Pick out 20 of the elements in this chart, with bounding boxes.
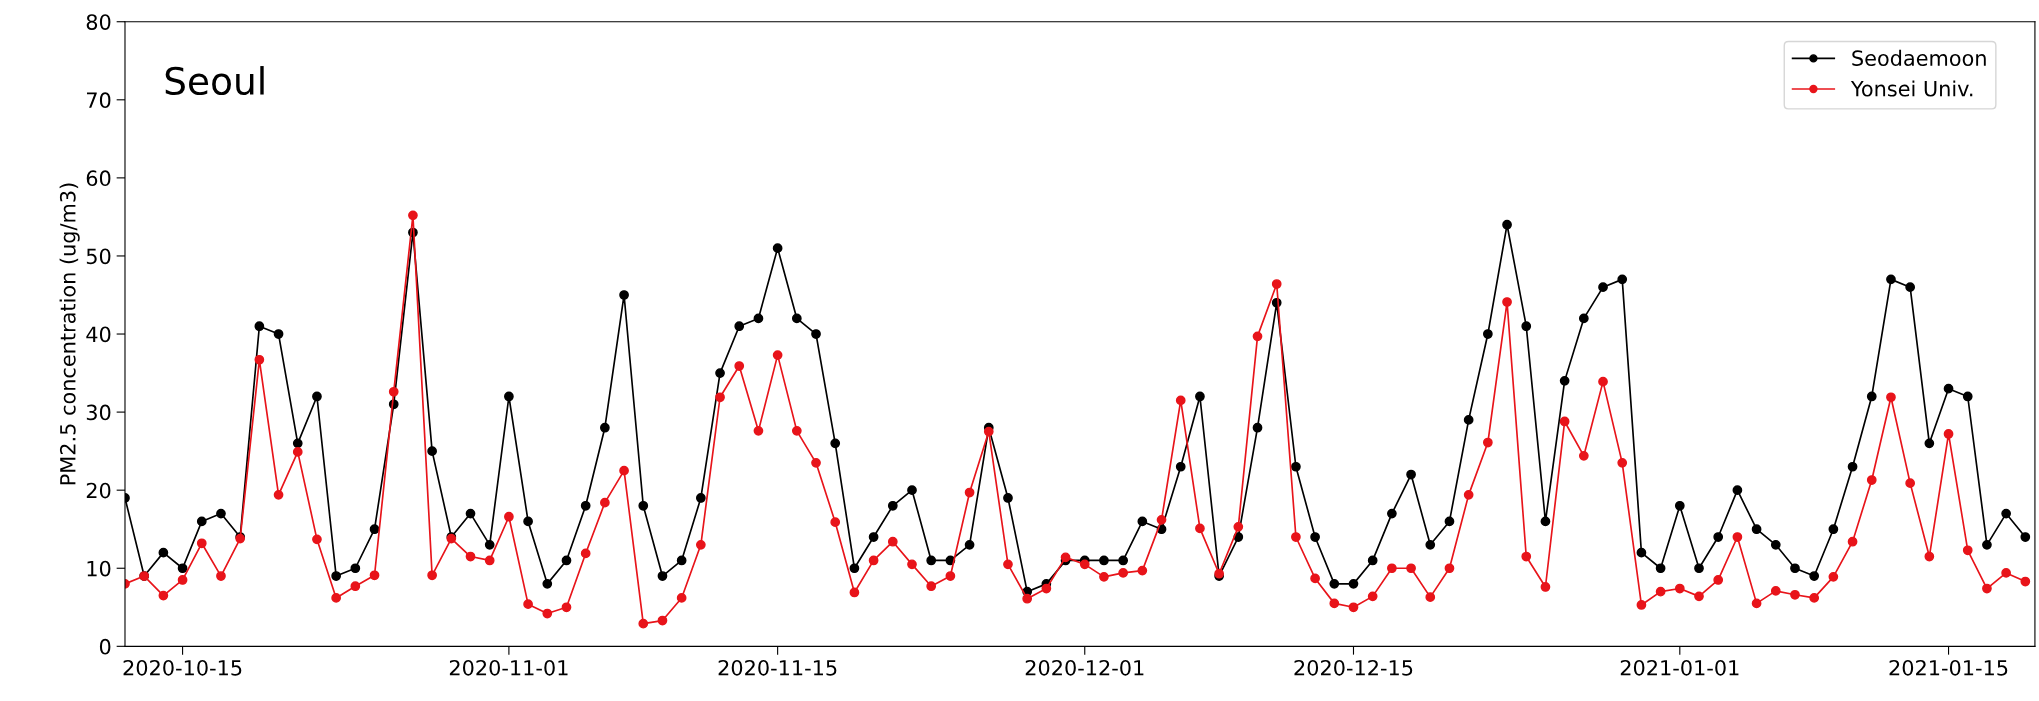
annotation: Seoul	[165, 66, 264, 96]
y-tick-label: 0	[99, 638, 111, 655]
y-tick-label: 40	[86, 326, 111, 343]
x-tick-label: 2020-12-01	[1025, 659, 1144, 676]
y-tick-label: 20	[86, 482, 111, 499]
y-tick-label: 70	[86, 92, 111, 109]
legend-label: Seodaemoon	[1852, 49, 1986, 66]
x-tick-label: 2021-01-15	[1889, 659, 2008, 676]
y-tick-label: 80	[86, 14, 111, 30]
y-tick-label: 10	[87, 560, 111, 577]
x-tick-label: 2020-12-15	[1294, 659, 1413, 676]
x-tick-label: 2020-11-15	[718, 659, 837, 676]
y-tick-label: 30	[86, 404, 111, 421]
legend-label: Yonsei Univ.	[1850, 80, 1973, 97]
x-tick-label: 2020-11-01	[449, 659, 568, 676]
y-tick-label: 50	[86, 248, 111, 265]
x-tick-label: 2020-10-15	[123, 659, 242, 676]
y-tick-label: 60	[86, 170, 111, 187]
x-tick-label: 2021-01-01	[1620, 659, 1739, 676]
y-axis-title: PM2.5 concentration (ug/m3)	[59, 183, 80, 485]
